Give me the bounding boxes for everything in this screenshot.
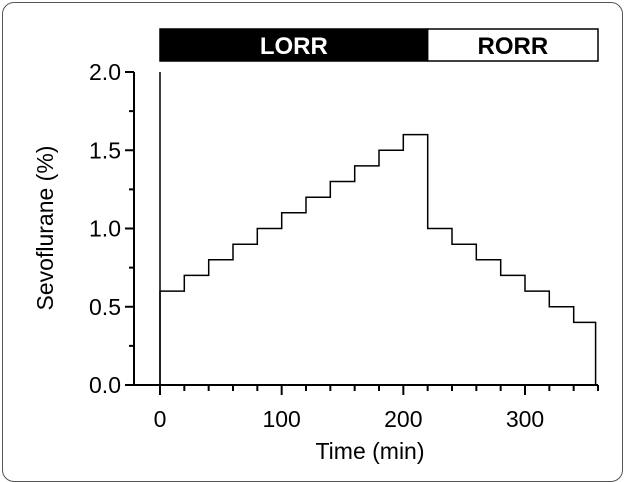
y-tick-label: 1.5 (89, 137, 121, 163)
series-line-0 (159, 133, 597, 385)
x-tick-label: 200 (384, 406, 422, 432)
plot-area (159, 72, 597, 385)
phase-segment-lorr (159, 28, 429, 62)
y-tick-label: 0.0 (89, 372, 121, 398)
y-tick-label: 0.5 (89, 294, 121, 320)
phase-label-rorr: RORR (477, 33, 548, 60)
phase-segment-rorr (426, 28, 599, 62)
x-tick-label: 0 (154, 406, 167, 432)
x-tick-label: 100 (262, 406, 300, 432)
y-axis-label: Sevoflurane (%) (32, 146, 58, 311)
x-tick-label: 300 (506, 406, 544, 432)
y-tick-label: 2.0 (89, 59, 121, 85)
y-tick-label: 1.0 (89, 216, 121, 242)
x-axis-label: Time (min) (315, 438, 424, 464)
phase-bar: LORR RORR (159, 28, 599, 62)
phase-label-lorr: LORR (260, 33, 328, 60)
sevoflurane-chart: LORR RORR 0.0 0.5 1.0 1.5 2.0 0 100 200 300 Sevof… (32, 28, 599, 464)
axes: 0.0 0.5 1.0 1.5 2.0 0 100 200 300 (89, 59, 599, 432)
